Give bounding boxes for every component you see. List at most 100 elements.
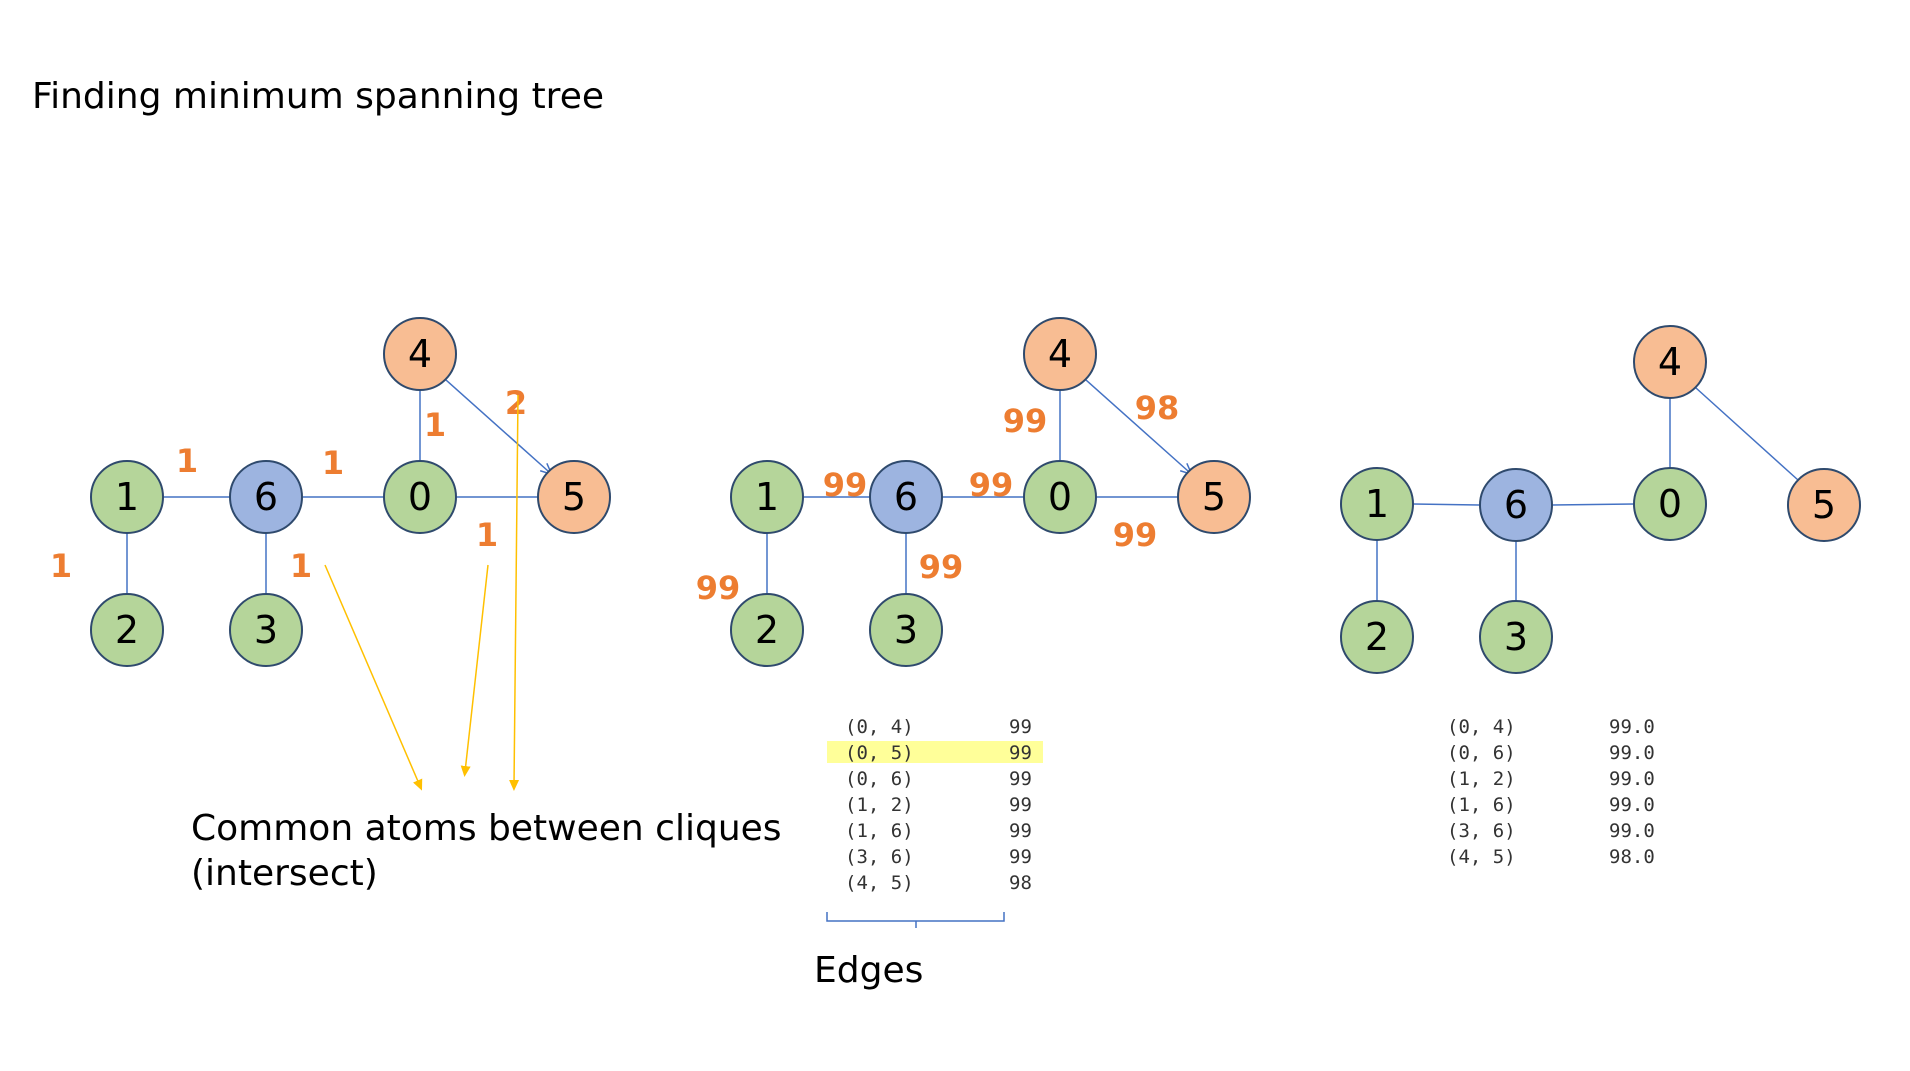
caption-line-1: Common atoms between cliques (191, 808, 782, 849)
mst-table: (0, 4) 99.0 (0, 6) 99.0 (1, 2) 99.0 (1, … (1447, 716, 1655, 868)
weight-cell: 99 (1009, 794, 1032, 816)
node-label: 5 (562, 475, 586, 519)
weight-cell: 98.0 (1609, 846, 1655, 868)
weight-label: 1 (424, 406, 446, 444)
table-row: (1, 6) 99 (845, 820, 1032, 842)
edge-cell: (0, 6) (845, 768, 914, 790)
weight-cell: 99.0 (1609, 820, 1655, 842)
weight-label: 99 (696, 569, 741, 607)
table-row: (1, 6) 99.0 (1447, 794, 1655, 816)
graph-3-nodes: 1 6 0 5 4 2 3 (1340, 325, 1861, 674)
graph-1-node-1: 1 (90, 460, 164, 534)
node-label: 0 (408, 475, 432, 519)
intersect-caption: Common atoms between cliques (intersect) (191, 806, 782, 896)
edge-cell: (3, 6) (845, 846, 914, 868)
node-label: 4 (408, 332, 432, 376)
graph-1-nodes: 1 6 0 5 4 2 3 (90, 317, 611, 667)
weight-cell: 99 (1009, 716, 1032, 738)
node-label: 2 (755, 608, 779, 652)
graph-3-node-2: 2 (1340, 600, 1414, 674)
table-row: (0, 6) 99 (845, 768, 1032, 790)
table-row: (0, 5) 99 (845, 742, 1032, 764)
graph-1-node-3: 3 (229, 593, 303, 667)
weight-cell: 98 (1009, 872, 1032, 894)
edge-4-5 (1085, 379, 1194, 476)
edge-cell: (4, 5) (845, 872, 914, 894)
graph-1-node-6: 6 (229, 460, 303, 534)
weight-label: 99 (1003, 402, 1048, 440)
node-label: 1 (1365, 482, 1389, 526)
graph-3-node-6: 6 (1479, 468, 1553, 542)
node-label: 4 (1658, 340, 1682, 384)
weight-label: 1 (290, 547, 312, 585)
edge-cell: (1, 6) (1447, 794, 1516, 816)
table-row: (1, 2) 99.0 (1447, 768, 1655, 790)
table-row: (1, 2) 99 (845, 794, 1032, 816)
edge-6-0 (1551, 503, 1635, 506)
node-label: 0 (1658, 482, 1682, 526)
graph-2-node-5: 5 (1177, 460, 1251, 534)
edge-cell: (4, 5) (1447, 846, 1516, 868)
node-label: 0 (1048, 475, 1072, 519)
weight-cell: 99.0 (1609, 768, 1655, 790)
weight-label: 1 (176, 442, 198, 480)
edges-caption: Edges (814, 950, 924, 991)
node-label: 2 (1365, 615, 1389, 659)
weight-label: 99 (1113, 516, 1158, 554)
table-row: (0, 6) 99.0 (1447, 742, 1655, 764)
weight-label: 2 (505, 384, 527, 422)
graph-2-node-3: 3 (869, 593, 943, 667)
intersect-arrows (324, 394, 520, 791)
edge-cell: (1, 6) (845, 820, 914, 842)
weight-label: 99 (919, 548, 964, 586)
node-label: 1 (755, 475, 779, 519)
graph-mst: 1 6 0 5 4 2 3 (1340, 325, 1861, 868)
graph-1-node-2: 2 (90, 593, 164, 667)
edges-brace (826, 912, 1005, 928)
weight-cell: 99.0 (1609, 794, 1655, 816)
weight-cell: 99.0 (1609, 716, 1655, 738)
weight-cell: 99.0 (1609, 742, 1655, 764)
graph-2-weights: 99 99 99 99 99 99 98 (696, 389, 1180, 607)
weight-label: 99 (823, 466, 868, 504)
weight-label: 1 (322, 444, 344, 482)
node-label: 2 (115, 608, 139, 652)
graph-2-node-6: 6 (869, 460, 943, 534)
weight-cell: 99 (1009, 846, 1032, 868)
weight-cell: 99 (1009, 768, 1032, 790)
graph-cliques: 1 6 0 5 4 2 3 (50, 317, 611, 791)
graph-2-node-1: 1 (730, 460, 804, 534)
graph-2-node-4: 4 (1023, 317, 1097, 391)
edge-cell: (1, 2) (1447, 768, 1516, 790)
weight-cell: 99 (1009, 742, 1032, 764)
table-row: (4, 5) 98.0 (1447, 846, 1655, 868)
edge-cell: (0, 5) (845, 742, 914, 764)
node-label: 5 (1202, 475, 1226, 519)
edge-cell: (0, 4) (1447, 716, 1516, 738)
graph-1-weights: 1 1 1 1 1 1 2 (50, 384, 527, 585)
node-label: 3 (1504, 615, 1528, 659)
edge-cell: (1, 2) (845, 794, 914, 816)
edge-1-6 (1412, 503, 1480, 506)
node-label: 4 (1048, 332, 1072, 376)
graph-2-edges (766, 379, 1194, 594)
graph-3-node-1: 1 (1340, 467, 1414, 541)
graph-2-node-2: 2 (730, 593, 804, 667)
graph-3-node-3: 3 (1479, 600, 1553, 674)
caption-line-2: (intersect) (191, 853, 378, 894)
graph-2-nodes: 1 6 0 5 4 2 3 (730, 317, 1251, 667)
graph-1-node-5: 5 (537, 460, 611, 534)
graph-weighted: 1 6 0 5 4 2 3 (696, 317, 1251, 928)
graph-3-node-5: 5 (1787, 468, 1861, 542)
node-label: 3 (894, 608, 918, 652)
weight-label: 98 (1135, 389, 1180, 427)
graph-1-node-4: 4 (383, 317, 457, 391)
node-label: 6 (1504, 483, 1528, 527)
edge-4-5 (1695, 387, 1799, 481)
edge-table: (0, 4) 99 (0, 5) 99 (0, 6) 99 (1, 2) 99 … (827, 716, 1043, 894)
table-row: (3, 6) 99.0 (1447, 820, 1655, 842)
table-row: (0, 4) 99.0 (1447, 716, 1655, 738)
edge-cell: (3, 6) (1447, 820, 1516, 842)
node-label: 6 (254, 475, 278, 519)
